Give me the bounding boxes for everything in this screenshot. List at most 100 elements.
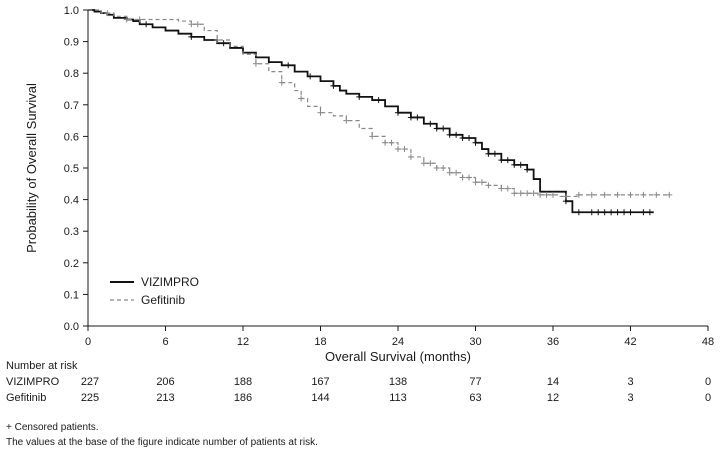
censor-mark-gefitinib	[407, 153, 414, 160]
censor-mark-vizimpro	[356, 93, 363, 100]
risk-count-gefitinib: 186	[234, 392, 252, 404]
censor-mark-vizimpro	[575, 209, 582, 216]
censor-mark-gefitinib	[446, 169, 453, 176]
risk-counts: 227 206 188 167 138 77 14 3 0 225 213 186 144 113 63 12…	[81, 376, 711, 404]
censor-mark-gefitinib	[601, 191, 608, 198]
censor-mark-vizimpro	[433, 125, 440, 132]
censor-mark-gefitinib	[252, 60, 259, 67]
censor-mark-vizimpro	[627, 209, 634, 216]
y-axis-title: Probability of Overall Survival	[24, 83, 39, 253]
censor-mark-gefitinib	[459, 174, 466, 181]
censor-mark-vizimpro	[407, 114, 414, 121]
censor-mark-vizimpro	[621, 209, 628, 216]
censor-mark-vizimpro	[375, 97, 382, 104]
legend-label-vizimpro: VIZIMPRO	[141, 275, 199, 289]
censor-mark-gefitinib	[433, 165, 440, 171]
censor-mark-vizimpro	[472, 139, 479, 146]
censor-mark-gefitinib	[575, 191, 582, 198]
x-tick-label: 0	[85, 336, 91, 348]
footnotes: + Censored patients. The values at the b…	[6, 422, 318, 448]
censor-mark-gefitinib	[453, 169, 460, 176]
x-tick-label: 42	[624, 336, 636, 348]
censor-mark-gefitinib	[485, 182, 492, 189]
censor-mark-gefitinib	[343, 117, 350, 124]
y-tick-label: 0.4	[64, 195, 79, 207]
censor-mark-gefitinib	[640, 191, 647, 198]
footnote-censored: + Censored patients.	[6, 422, 99, 433]
censor-mark-gefitinib	[104, 10, 111, 17]
censor-mark-gefitinib	[588, 191, 595, 198]
censor-mark-gefitinib	[517, 190, 524, 197]
censor-mark-vizimpro	[330, 82, 337, 89]
censor-mark-gefitinib	[317, 109, 324, 116]
risk-count-gefitinib: 3	[627, 392, 633, 404]
censor-mark-gefitinib	[653, 191, 660, 198]
censor-mark-vizimpro	[427, 120, 434, 127]
censor-mark-gefitinib	[466, 174, 473, 181]
censor-mark-vizimpro	[601, 209, 608, 216]
censor-mark-gefitinib	[369, 133, 376, 140]
risk-count-gefitinib: 12	[547, 392, 559, 404]
risk-row-label-vizimpro: VIZIMPRO	[6, 376, 60, 388]
censor-mark-vizimpro	[504, 157, 511, 164]
censor-mark-vizimpro	[524, 166, 531, 173]
risk-count-gefitinib: 225	[81, 392, 99, 404]
curve-vizimpro	[88, 9, 654, 214]
censor-mark-vizimpro	[511, 161, 518, 168]
censor-mark-gefitinib	[388, 139, 395, 146]
censor-mark-vizimpro	[220, 40, 227, 47]
censor-mark-gefitinib	[188, 21, 195, 28]
censor-mark-vizimpro	[466, 134, 473, 141]
y-tick-label: 0.2	[64, 258, 79, 270]
risk-table: Number at risk VIZIMPRO Gefitinib 227 206…	[6, 360, 711, 404]
y-tick-label: 0.5	[64, 163, 79, 175]
censor-mark-vizimpro	[588, 209, 595, 216]
censor-mark-vizimpro	[285, 62, 292, 69]
x-tick-label: 30	[469, 336, 481, 348]
censor-mark-gefitinib	[478, 179, 485, 186]
y-tick-label: 0.8	[64, 68, 79, 80]
censor-mark-vizimpro	[307, 73, 314, 80]
x-tick-label: 24	[392, 336, 404, 348]
y-tick-label: 0.7	[64, 100, 79, 112]
risk-count-gefitinib: 144	[311, 392, 329, 404]
censor-mark-gefitinib	[194, 21, 201, 28]
risk-count-vizimpro: 227	[81, 376, 99, 388]
risk-count-gefitinib: 113	[389, 392, 407, 404]
survival-curves	[88, 9, 673, 216]
censor-mark-vizimpro	[440, 125, 447, 132]
censor-mark-gefitinib	[298, 95, 305, 102]
censor-mark-vizimpro	[595, 209, 602, 216]
censor-mark-gefitinib	[511, 190, 518, 197]
censor-mark-gefitinib	[401, 146, 408, 153]
censor-mark-vizimpro	[188, 33, 195, 40]
axes	[83, 9, 709, 331]
x-tick-label: 48	[702, 336, 714, 348]
censor-mark-gefitinib	[627, 191, 634, 198]
risk-count-gefitinib: 0	[705, 392, 711, 404]
curve-gefitinib	[88, 9, 670, 198]
censor-mark-gefitinib	[440, 165, 447, 171]
censor-mark-gefitinib	[666, 191, 673, 198]
x-tick-label: 18	[314, 336, 326, 348]
risk-count-gefitinib: 63	[469, 392, 481, 404]
risk-count-vizimpro: 77	[469, 376, 481, 388]
risk-table-title: Number at risk	[6, 360, 78, 372]
x-tick-label: 6	[162, 336, 168, 348]
y-tick-label: 1.0	[64, 5, 79, 17]
risk-count-vizimpro: 14	[547, 376, 559, 388]
censor-mark-gefitinib	[614, 191, 621, 198]
censor-mark-vizimpro	[491, 150, 498, 157]
censor-mark-gefitinib	[562, 193, 569, 200]
censor-mark-gefitinib	[530, 190, 537, 197]
footnote-risk-values: The values at the base of the figure ind…	[6, 437, 318, 448]
censor-mark-gefitinib	[395, 146, 401, 153]
censor-mark-gefitinib	[214, 37, 221, 44]
censor-mark-vizimpro	[414, 114, 421, 121]
x-tick-label: 36	[547, 336, 559, 348]
censor-mark-vizimpro	[608, 209, 615, 216]
censor-mark-gefitinib	[543, 191, 550, 198]
censor-mark-gefitinib	[550, 191, 556, 198]
censor-mark-vizimpro	[446, 131, 453, 138]
